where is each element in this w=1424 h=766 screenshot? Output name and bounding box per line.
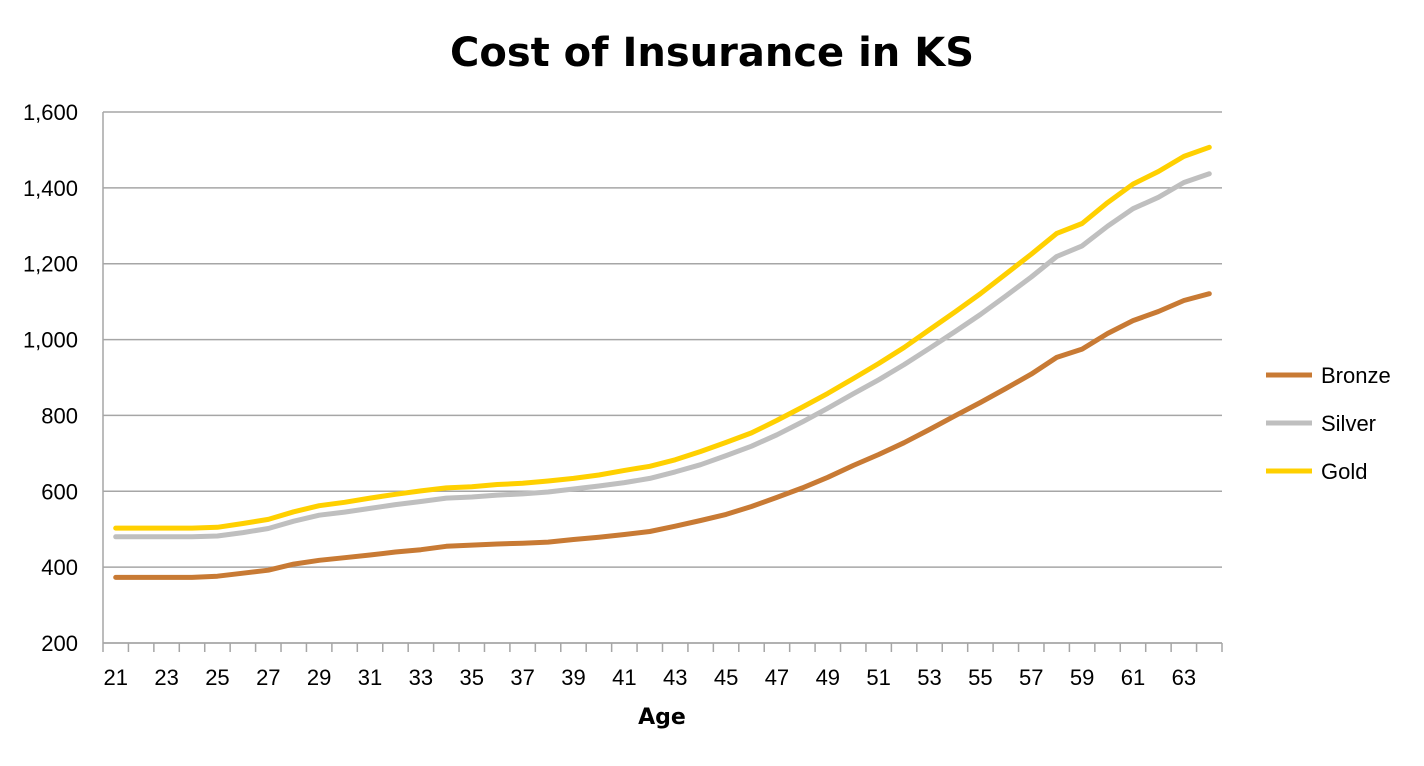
legend-label-bronze: Bronze [1321,363,1391,388]
x-tick-label: 59 [1070,665,1094,690]
series-line-silver [113,171,1212,540]
y-tick-label: 400 [41,555,78,580]
series-line-gold [113,144,1212,531]
x-tick-label: 47 [765,665,789,690]
axes [102,112,1223,652]
x-tick-label: 39 [561,665,585,690]
chart-title: Cost of Insurance in KS [450,30,974,76]
x-tick-label: 63 [1172,665,1196,690]
x-tick-label: 27 [256,665,280,690]
x-tick-label: 21 [103,665,127,690]
x-tick-label: 33 [409,665,433,690]
x-tick-label: 25 [205,665,229,690]
y-tick-label: 1,000 [23,328,78,353]
legend: Bronze Silver Gold [1266,363,1391,484]
legend-label-silver: Silver [1321,411,1376,436]
x-tick-label: 35 [460,665,484,690]
y-tick-label: 1,200 [23,252,78,277]
x-tick-label: 37 [510,665,534,690]
x-tick-label: 29 [307,665,331,690]
x-tick-label: 61 [1121,665,1145,690]
y-tick-label: 1,400 [23,176,78,201]
x-tick-label: 45 [714,665,738,690]
x-tick-label: 31 [358,665,382,690]
y-tick-label: 200 [41,631,78,656]
x-tick-label: 51 [866,665,890,690]
y-tick-label: 1,600 [23,100,78,125]
x-tick-label: 55 [968,665,992,690]
gridlines [103,111,1222,644]
y-tick-label: 800 [41,403,78,428]
x-tick-label: 41 [612,665,636,690]
x-tick-label: 49 [816,665,840,690]
x-tick-label: 23 [154,665,178,690]
legend-label-gold: Gold [1321,459,1367,484]
x-tick-label: 43 [663,665,687,690]
x-tick-label: 57 [1019,665,1043,690]
x-axis-label: Age [638,705,686,730]
series-line-bronze [113,291,1212,580]
y-tick-label: 600 [41,479,78,504]
y-tick-labels: 200 400 600 800 1,000 1,200 1,400 1,600 [23,100,78,656]
x-tick-labels: 21 23 25 27 29 31 33 35 37 39 41 43 45 47 49 51 53 55 57 59… [103,665,1196,690]
series-lines [113,144,1212,580]
x-tick-label: 53 [917,665,941,690]
